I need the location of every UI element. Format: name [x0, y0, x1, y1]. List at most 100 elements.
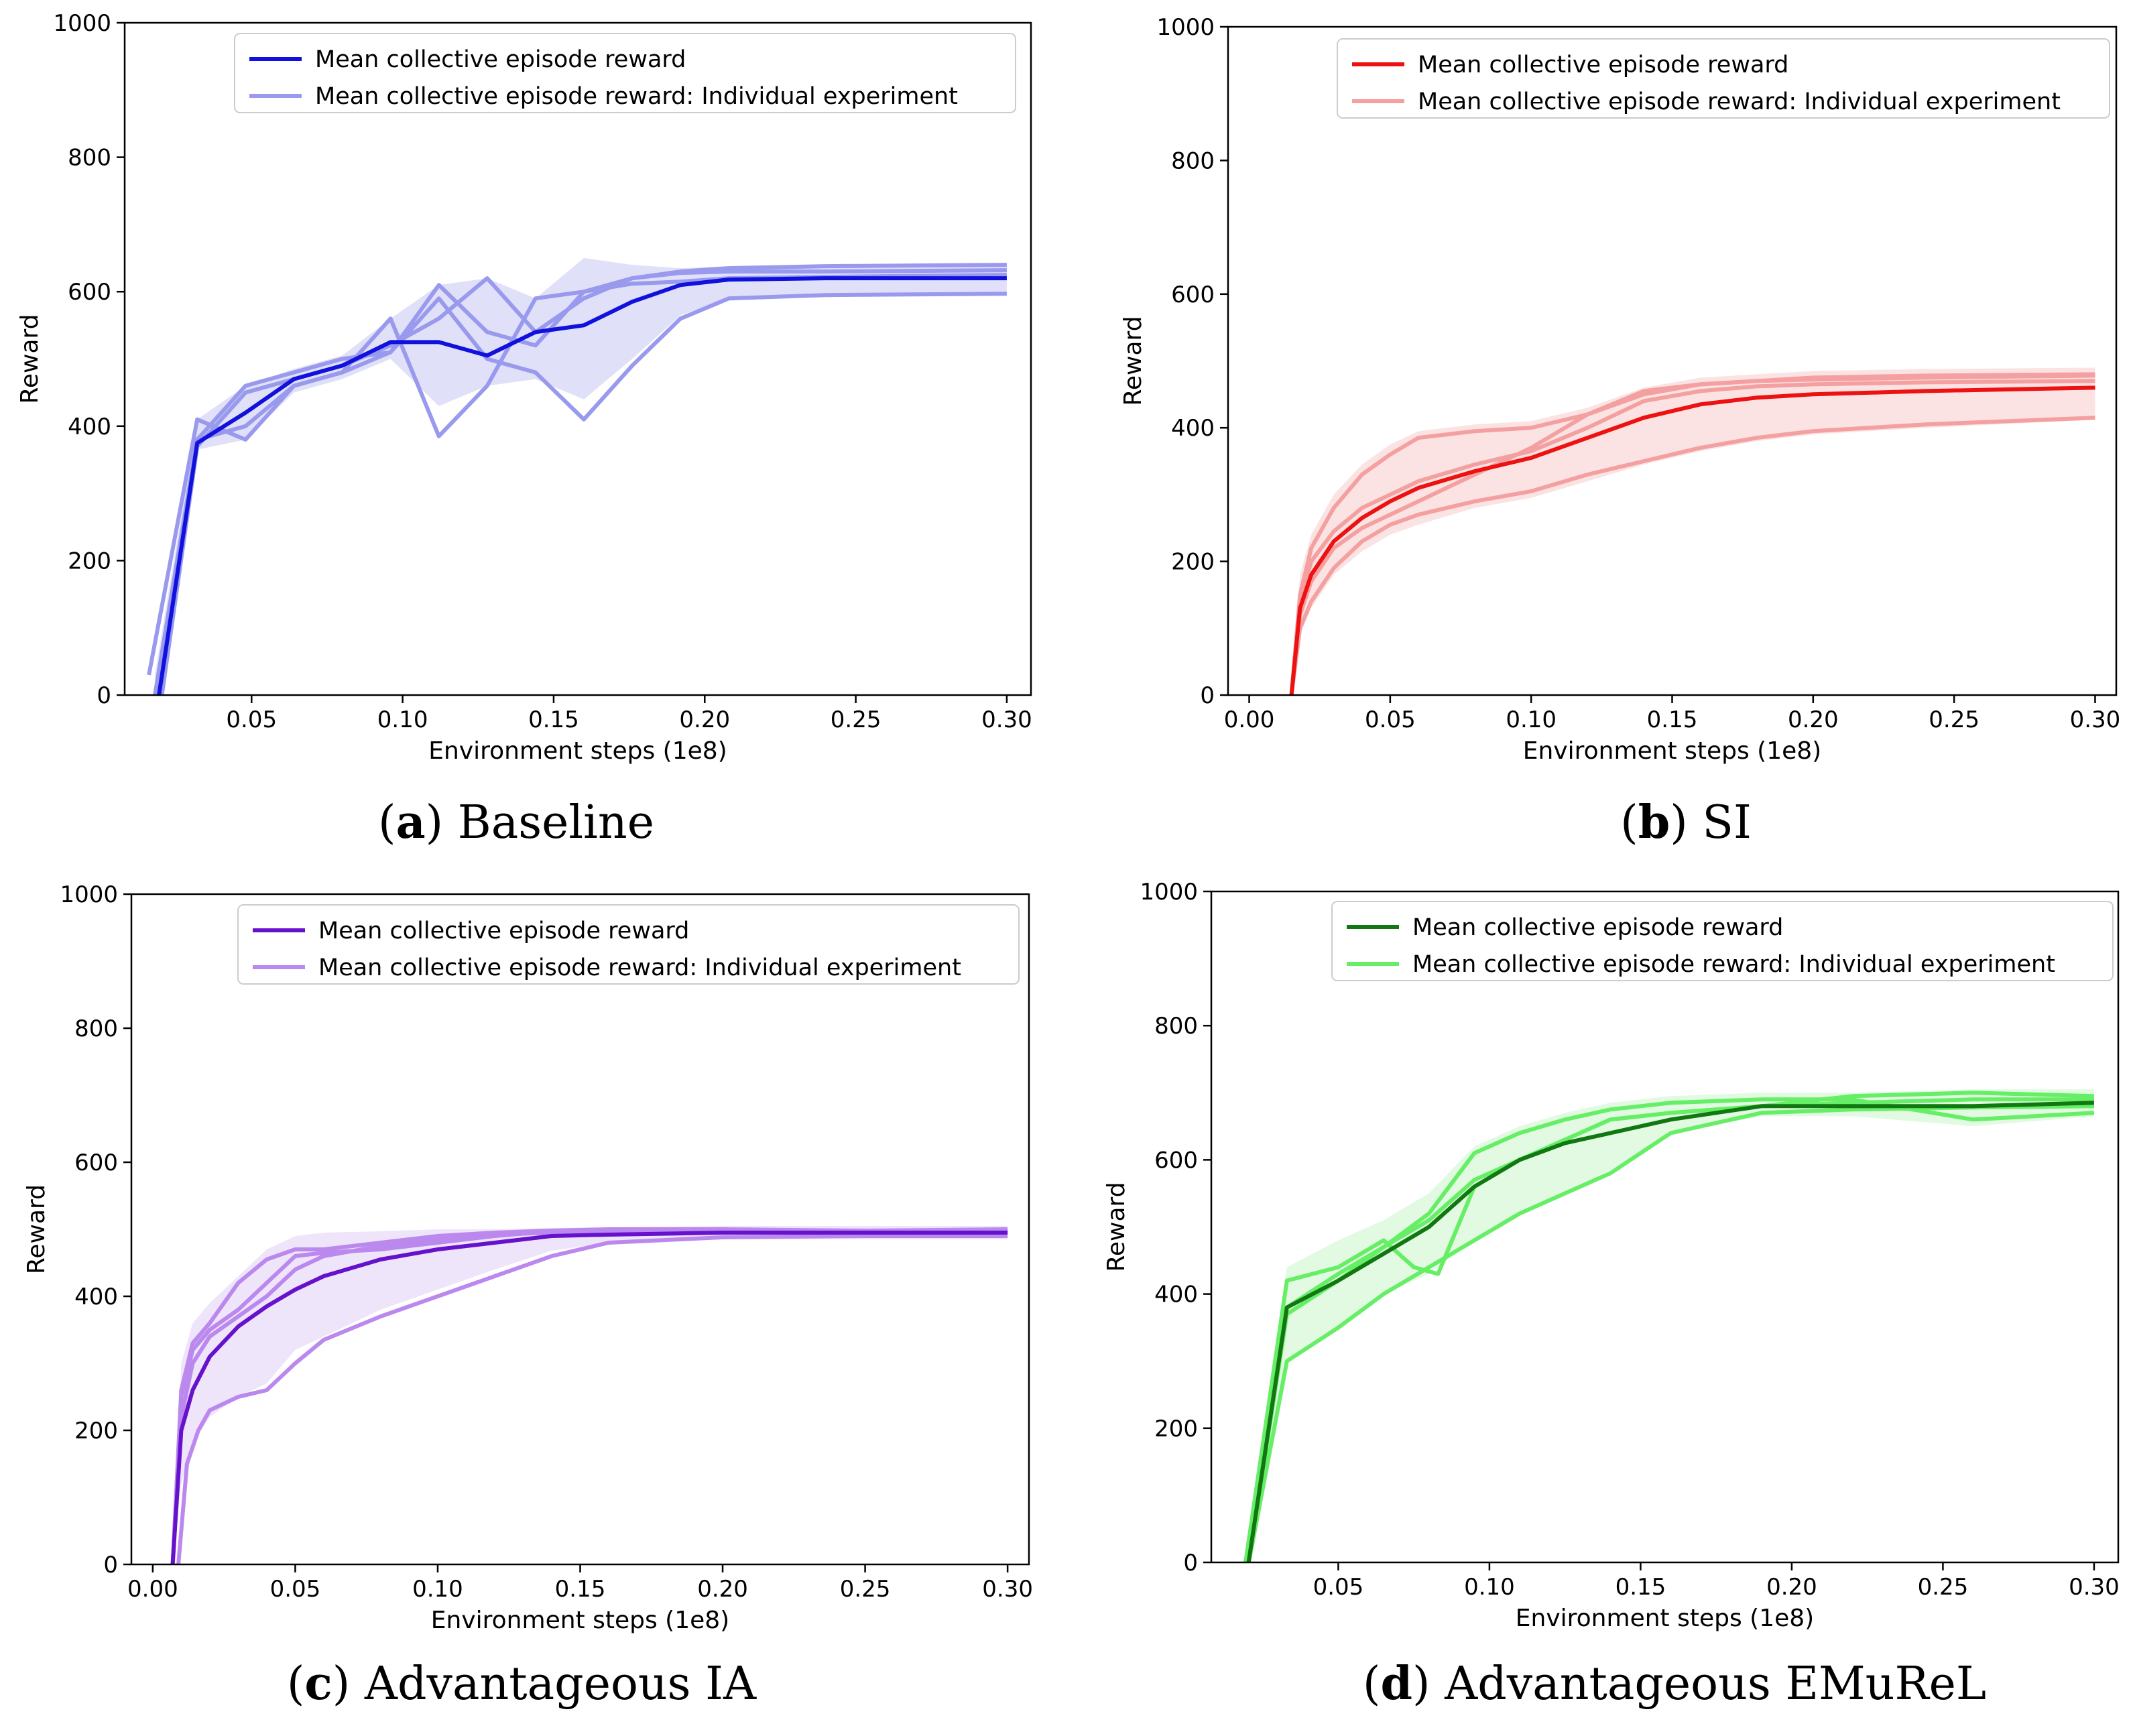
individual-experiment-line-3 — [1289, 373, 2095, 695]
x-tick-label: 0.00 — [1224, 706, 1275, 733]
y-tick-label: 200 — [1171, 549, 1215, 576]
y-tick-label: 600 — [1171, 282, 1215, 308]
y-tick-label: 200 — [68, 548, 111, 574]
confidence-band — [155, 258, 1007, 695]
x-tick-label: 0.25 — [1929, 706, 1979, 733]
individual-experiment-line-4 — [1246, 1091, 2094, 1562]
individual-experiment-line-1 — [1243, 1097, 2094, 1562]
panel-caption: (d) Advantageous EMuReL — [1363, 1657, 1986, 1711]
x-tick-label: 0.05 — [1365, 706, 1416, 733]
y-tick-label: 400 — [74, 1284, 118, 1310]
y-tick-label: 0 — [97, 682, 111, 709]
x-tick-label: 0.20 — [1788, 706, 1839, 733]
x-axis-label: Environment steps (1e8) — [1523, 737, 1821, 765]
x-tick-label: 0.10 — [377, 706, 428, 733]
y-tick-label: 800 — [1154, 1013, 1198, 1040]
legend-entry: Mean collective episode reward: Individu… — [1418, 88, 2061, 115]
y-tick-label: 0 — [103, 1552, 118, 1578]
x-tick-label: 0.30 — [981, 706, 1032, 733]
y-axis-label: Reward — [16, 314, 44, 404]
panel-caption: (c) Advantageous IA — [287, 1657, 757, 1711]
individual-experiment-line-4 — [1289, 379, 2095, 695]
legend-entry: Mean collective episode reward: Individu… — [318, 954, 961, 981]
plot-area — [1289, 367, 2095, 695]
x-tick-label: 0.20 — [697, 1576, 748, 1603]
legend-box — [1331, 901, 2114, 981]
y-tick-label: 400 — [1171, 415, 1215, 442]
x-axis-label: Environment steps (1e8) — [428, 737, 727, 765]
panel-si: 0 200 400 600 800 1000 0.00 0.05 0.10 0.15 0.20 0.2… — [1119, 14, 2120, 849]
individual-experiment-line-2 — [176, 1234, 1008, 1564]
x-tick-label: 0.10 — [1464, 1574, 1515, 1601]
x-tick-label: 0.30 — [2069, 1574, 2120, 1601]
x-tick-label: 0.15 — [1647, 706, 1698, 733]
legend-entry: Mean collective episode reward — [1412, 914, 1783, 941]
individual-experiment-line-1 — [170, 1227, 1008, 1564]
x-tick-label: 0.10 — [412, 1576, 463, 1603]
x-tick-label: 0.30 — [982, 1576, 1033, 1603]
axes-frame — [123, 21, 1032, 696]
y-tick-label: 800 — [74, 1015, 118, 1042]
y-tick-label: 1000 — [1156, 14, 1215, 41]
individual-experiment-line-2 — [153, 292, 1007, 695]
y-axis-label: Reward — [1119, 316, 1147, 406]
x-tick-label: 0.05 — [1313, 1574, 1364, 1601]
y-tick-label: 400 — [68, 414, 111, 440]
individual-experiment-line-1 — [147, 263, 1007, 676]
mean-reward-line — [170, 1231, 1008, 1564]
x-tick-label: 0.15 — [528, 706, 579, 733]
x-tick-label: 0.30 — [2070, 706, 2121, 733]
x-tick-label: 0.00 — [127, 1576, 178, 1603]
legend-entry: Mean collective episode reward — [1418, 52, 1788, 78]
y-tick-label: 0 — [1200, 682, 1215, 709]
legend: Mean collective episode reward Mean colle… — [1331, 901, 2114, 981]
x-tick-label: 0.05 — [270, 1576, 321, 1603]
x-tick-label: 0.20 — [1766, 1574, 1817, 1601]
legend-box — [234, 33, 1016, 113]
y-tick-label: 800 — [1171, 147, 1215, 174]
panel-caption: (b) SI — [1620, 796, 1752, 849]
individual-experiment-line-2 — [1289, 416, 2095, 695]
legend-entry: Mean collective episode reward — [315, 46, 686, 73]
confidence-band — [1245, 1089, 2094, 1562]
x-tick-label: 0.15 — [1616, 1574, 1666, 1601]
y-tick-label: 200 — [1154, 1416, 1198, 1442]
legend-box — [237, 904, 1020, 985]
y-tick-label: 1000 — [53, 10, 111, 37]
axes-frame — [1210, 890, 2120, 1564]
axes-frame — [1227, 25, 2118, 696]
x-axis-label: Environment steps (1e8) — [1516, 1605, 1814, 1632]
legend: Mean collective episode reward Mean colle… — [1337, 38, 2110, 119]
mean-reward-line — [1289, 385, 2095, 695]
individual-experiment-line-2 — [1246, 1104, 2094, 1562]
individual-experiment-line-3 — [160, 268, 1007, 695]
y-tick-label: 1000 — [60, 881, 118, 908]
confidence-band — [172, 1226, 1008, 1564]
x-tick-label: 0.25 — [831, 706, 881, 733]
x-tick-label: 0.10 — [1506, 706, 1557, 733]
y-axis-label: Reward — [23, 1184, 50, 1274]
y-tick-label: 1000 — [1140, 879, 1198, 906]
plot-area — [1243, 1089, 2095, 1562]
legend: Mean collective episode reward Mean colle… — [234, 33, 1016, 113]
panel-advantageous-ia: 0 200 400 600 800 1000 0.00 0.05 0.10 0.15 0.20 0.2… — [23, 881, 1033, 1711]
x-tick-label: 0.05 — [226, 706, 277, 733]
x-axis-label: Environment steps (1e8) — [431, 1607, 729, 1634]
legend: Mean collective episode reward Mean colle… — [237, 904, 1020, 985]
x-tick-label: 0.20 — [679, 706, 730, 733]
y-tick-label: 400 — [1154, 1282, 1198, 1308]
y-tick-label: 600 — [1154, 1147, 1198, 1174]
y-tick-label: 600 — [74, 1150, 118, 1176]
panel-advantageous-emurel: 0 200 400 600 800 1000 0.05 0.10 0.15 0.20 0.25 0.3… — [1103, 879, 2120, 1711]
legend-entry: Mean collective episode reward: Individu… — [1412, 951, 2055, 978]
x-tick-label: 0.15 — [555, 1576, 606, 1603]
panel-caption: (a) Baseline — [378, 796, 654, 849]
plot-area — [170, 1226, 1008, 1564]
y-tick-label: 800 — [68, 145, 111, 172]
legend-box — [1337, 38, 2110, 119]
y-tick-label: 0 — [1183, 1550, 1198, 1576]
plot-area — [147, 258, 1007, 695]
confidence-band — [1291, 367, 2095, 695]
x-tick-label: 0.25 — [840, 1576, 891, 1603]
